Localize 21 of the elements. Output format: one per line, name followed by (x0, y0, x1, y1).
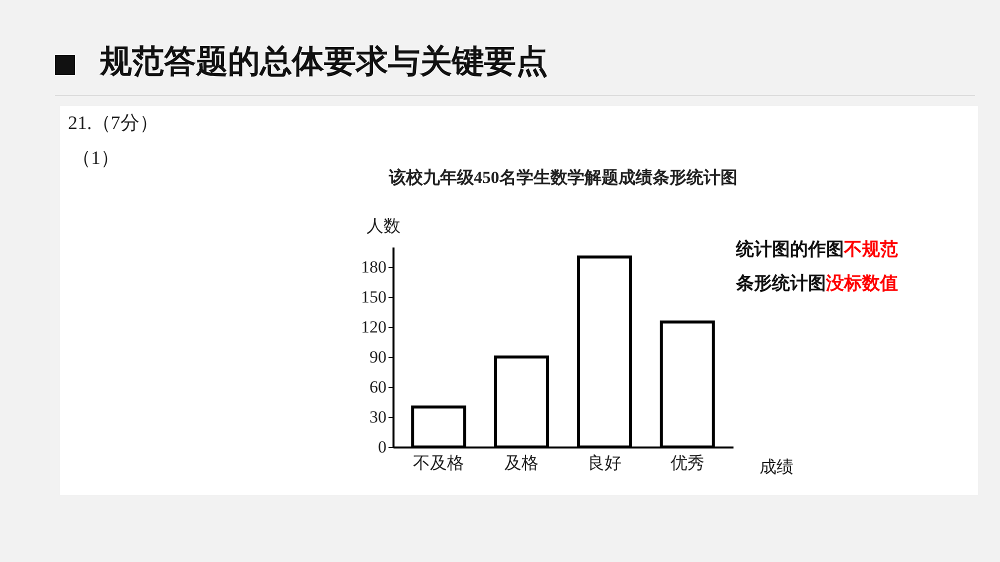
text: 21.（7分） (68, 112, 158, 136)
y-tick-label: 180 (361, 258, 386, 276)
text: 不规范 (844, 239, 898, 260)
text: （1） (72, 147, 120, 171)
y-tick-label: 150 (361, 288, 386, 306)
y-tick-label: 30 (370, 408, 386, 426)
y-axis-title: 人数 (366, 216, 400, 236)
y-tick-label: 120 (361, 318, 386, 336)
x-tick-label: 优秀 (670, 454, 704, 472)
chart-subtitle: 该校九年级450名学生数学解题成绩条形统计图 (388, 168, 738, 187)
text: 没标数值 (826, 273, 898, 294)
y-tick-label: 90 (370, 348, 386, 366)
x-tick-label: 良好 (587, 454, 622, 472)
text: 统计图的作图 (736, 239, 844, 260)
y-tick-label: 60 (370, 378, 386, 396)
x-tick-label: 及格 (504, 454, 539, 472)
y-tick-label: 0 (378, 438, 386, 456)
x-tick-label: 不及格 (413, 454, 464, 472)
chart-title: 规范答题的总体要求与关键要点 (100, 41, 548, 82)
text: 条形统计图 (736, 273, 826, 294)
x-axis-title: 成绩 (760, 458, 794, 476)
